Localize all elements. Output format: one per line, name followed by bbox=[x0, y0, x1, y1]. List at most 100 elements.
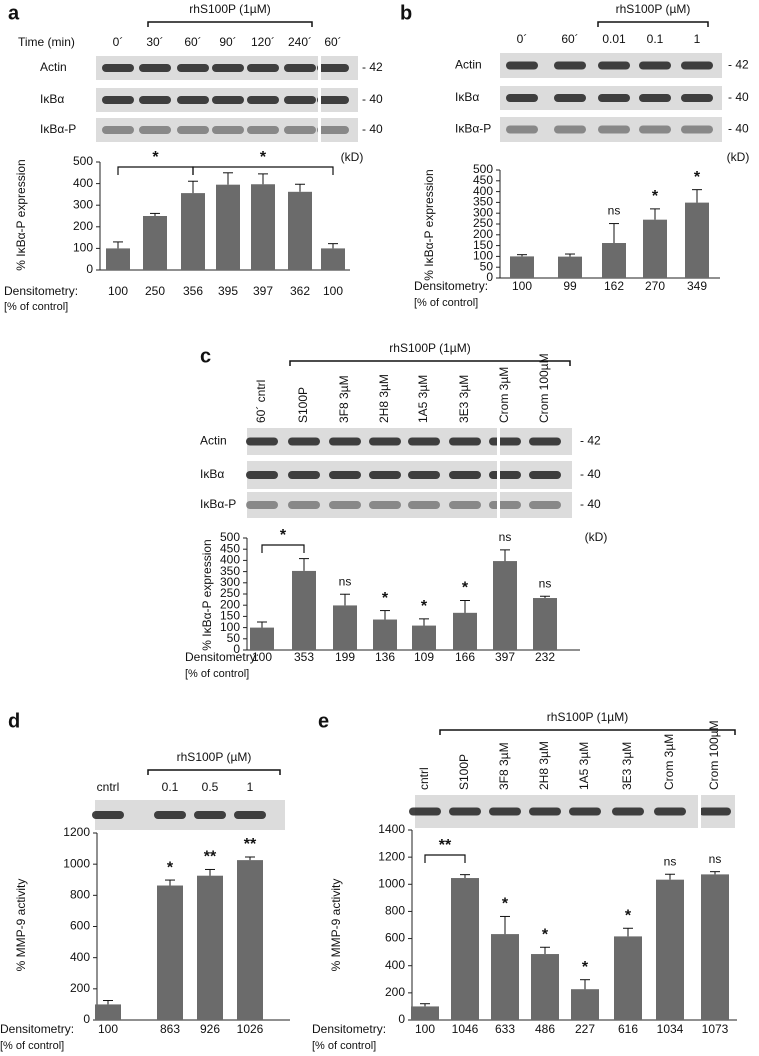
densitometry-value: 633 bbox=[495, 1022, 515, 1036]
bar bbox=[216, 184, 240, 270]
y-tick-label: 50 bbox=[480, 259, 494, 273]
blot-band bbox=[408, 471, 440, 479]
densitometry-value: 162 bbox=[604, 279, 624, 293]
panel-letter: a bbox=[8, 2, 20, 24]
y-axis-label: % IκBα-P expression bbox=[200, 539, 214, 650]
blot-band bbox=[408, 437, 440, 446]
bar bbox=[373, 619, 397, 650]
lane-label: 2H8 3µM bbox=[377, 374, 391, 423]
bar bbox=[412, 625, 436, 650]
y-tick-label: 200 bbox=[220, 597, 240, 611]
blot-band bbox=[449, 471, 481, 479]
y-tick-label: 300 bbox=[73, 197, 93, 211]
bar bbox=[451, 878, 479, 1020]
significance: ** bbox=[244, 836, 257, 853]
treatment-bracket bbox=[289, 360, 571, 366]
lane-label: 60´ bbox=[184, 35, 201, 49]
blot-row-label: Actin bbox=[40, 60, 67, 74]
bar bbox=[533, 598, 557, 650]
y-tick-label: 200 bbox=[73, 219, 93, 233]
blot-band bbox=[699, 807, 731, 816]
blot-band bbox=[681, 94, 713, 102]
blot-kd: - 40 bbox=[580, 467, 601, 481]
treatment-label: rhS100P (µM) bbox=[616, 2, 691, 16]
bar bbox=[250, 627, 274, 650]
blot-band bbox=[102, 64, 134, 72]
blot-band bbox=[246, 437, 278, 446]
densitometry-unit: [% of control] bbox=[185, 668, 249, 680]
blot-band bbox=[654, 807, 686, 816]
significance: * bbox=[625, 907, 632, 924]
panel-letter: d bbox=[8, 710, 20, 732]
significance: * bbox=[694, 169, 701, 186]
significance: ns bbox=[539, 576, 552, 590]
y-tick-label: 450 bbox=[220, 541, 240, 555]
densitometry-value: 100 bbox=[415, 1022, 435, 1036]
densitometry-label: Densitometry: bbox=[312, 1022, 386, 1036]
densitometry-value: 926 bbox=[200, 1022, 220, 1036]
significance: * bbox=[167, 859, 174, 876]
densitometry-value: 616 bbox=[618, 1022, 638, 1036]
y-tick-label: 150 bbox=[473, 238, 493, 252]
blot-kd: - 42 bbox=[728, 58, 749, 72]
densitometry-value: 353 bbox=[294, 650, 314, 664]
lane-label: 3F8 3µM bbox=[337, 375, 351, 423]
densitometry-unit: [% of control] bbox=[414, 297, 478, 309]
blot-band bbox=[554, 61, 586, 70]
y-tick-label: 1400 bbox=[378, 822, 405, 836]
y-tick-label: 400 bbox=[70, 950, 90, 964]
blot-band bbox=[317, 126, 349, 134]
treatment-label: rhS100P (1µM) bbox=[547, 710, 628, 724]
comparison-bracket bbox=[192, 166, 334, 175]
y-tick-label: 1000 bbox=[63, 856, 90, 870]
blot-band bbox=[234, 811, 266, 819]
densitometry-label: Densitometry: bbox=[185, 650, 259, 664]
lane-label: S100P bbox=[296, 387, 310, 423]
lane-label: 0.5 bbox=[202, 780, 219, 794]
blot-gap bbox=[318, 56, 321, 80]
y-tick-label: 350 bbox=[473, 195, 493, 209]
blot-band bbox=[288, 501, 320, 509]
lane-label: 60´ bbox=[324, 35, 341, 49]
significance: ns bbox=[664, 854, 677, 868]
blot-band bbox=[284, 96, 316, 104]
lane-title: Time (min) bbox=[18, 35, 75, 49]
densitometry-value: 227 bbox=[575, 1022, 595, 1036]
densitometry-value: 166 bbox=[455, 650, 475, 664]
blot-row-label: IκBα-P bbox=[40, 122, 76, 136]
blot-band bbox=[529, 807, 561, 816]
comparison-label: ** bbox=[439, 837, 452, 854]
lane-label: 2H8 3µM bbox=[537, 741, 551, 790]
lane-label: 60´ cntrl bbox=[254, 380, 268, 423]
lane-label: 1 bbox=[247, 780, 254, 794]
y-tick-label: 800 bbox=[70, 888, 90, 902]
blot-band bbox=[288, 437, 320, 446]
comparison-bracket bbox=[261, 544, 305, 553]
lane-label: 0.01 bbox=[602, 32, 626, 46]
y-axis-label: % MMP-9 activity bbox=[14, 879, 28, 972]
densitometry-value: 397 bbox=[495, 650, 515, 664]
y-tick-label: 0 bbox=[486, 270, 493, 284]
lane-label: S100P bbox=[457, 754, 471, 790]
densitometry-value: 349 bbox=[687, 279, 707, 293]
lane-label: Crom 100µM bbox=[537, 353, 551, 423]
blot-band bbox=[369, 471, 401, 479]
bar bbox=[685, 202, 709, 278]
bar bbox=[643, 219, 667, 278]
y-tick-label: 450 bbox=[473, 173, 493, 187]
lane-label: 3F8 3µM bbox=[497, 742, 511, 790]
y-tick-label: 150 bbox=[220, 609, 240, 623]
blot-row-label: IκBα bbox=[40, 92, 64, 106]
blot-band bbox=[139, 96, 171, 104]
treatment-bracket bbox=[147, 21, 313, 27]
bar bbox=[292, 570, 316, 650]
blot-band bbox=[284, 126, 316, 134]
densitometry-value: 250 bbox=[145, 284, 165, 298]
blot-band bbox=[139, 126, 171, 134]
densitometry-unit: [% of control] bbox=[312, 1040, 376, 1052]
blot-band bbox=[177, 64, 209, 72]
blot bbox=[500, 117, 722, 142]
blot-band bbox=[681, 61, 713, 70]
blot-band bbox=[317, 64, 349, 72]
lane-label: 90´ bbox=[219, 35, 236, 49]
